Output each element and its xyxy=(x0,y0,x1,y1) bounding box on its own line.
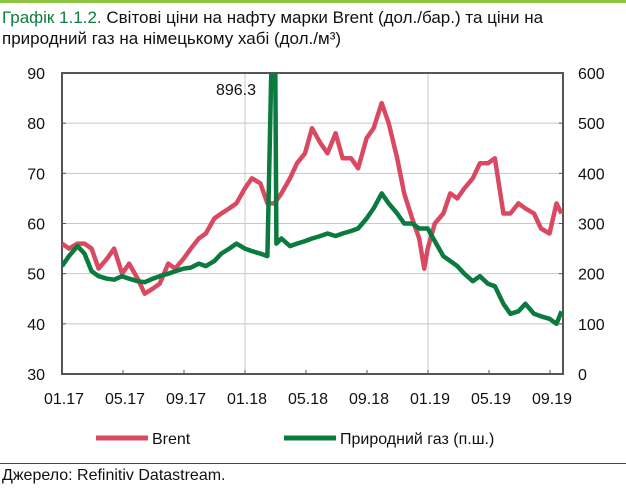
brent-line xyxy=(62,100,563,296)
y-right-tick-label: 600 xyxy=(578,66,605,83)
chart: 30 40 50 60 70 80 90 0 100 200 300 400 500 600 01.17 05… xyxy=(27,66,605,448)
x-tick-label: 09.19 xyxy=(532,391,572,408)
x-tick-label: 05.18 xyxy=(288,391,328,408)
legend-brent-label: Brent xyxy=(152,431,191,448)
legend-gas-label: Природний газ (п.ш.) xyxy=(340,431,494,448)
x-tick-label: 01.17 xyxy=(44,391,84,408)
x-tick-label: 01.18 xyxy=(227,391,267,408)
accent-bar xyxy=(0,0,626,3)
chart-title-text: Світові ціни на нафту марки Brent (дол./… xyxy=(2,8,544,48)
y-right-tick-label: 0 xyxy=(578,367,587,384)
y-right-tick-label: 100 xyxy=(578,317,605,334)
y-right-tick-label: 200 xyxy=(578,267,605,284)
y-left-tick-label: 90 xyxy=(27,66,45,83)
y-left-tick-label: 40 xyxy=(27,317,45,334)
y-right-tick-label: 300 xyxy=(578,217,605,234)
spike-annotation: 896.3 xyxy=(216,82,256,99)
y-left-tick-label: 60 xyxy=(27,217,45,234)
y-left-tick-label: 70 xyxy=(27,166,45,183)
x-tick-label: 09.17 xyxy=(166,391,206,408)
chart-number: Графік 1.1.2. xyxy=(2,8,102,27)
y-left-tick-label: 30 xyxy=(27,367,45,384)
y-left-tick-label: 80 xyxy=(27,116,45,133)
x-tick-label: 05.19 xyxy=(471,391,511,408)
y-right-tick-label: 500 xyxy=(578,116,605,133)
x-tick-label: 05.17 xyxy=(105,391,145,408)
source-divider xyxy=(0,463,626,464)
gas-line xyxy=(62,73,563,327)
y-right-tick-label: 400 xyxy=(578,166,605,183)
chart-title: Графік 1.1.2. Світові ціни на нафту марк… xyxy=(2,7,626,49)
plot-frame xyxy=(61,72,564,375)
source-note: Джерело: Refinitiv Datastream. xyxy=(2,467,226,484)
y-left-tick-label: 50 xyxy=(27,267,45,284)
x-tick-label: 09.18 xyxy=(349,391,389,408)
x-tick-label: 01.19 xyxy=(410,391,450,408)
